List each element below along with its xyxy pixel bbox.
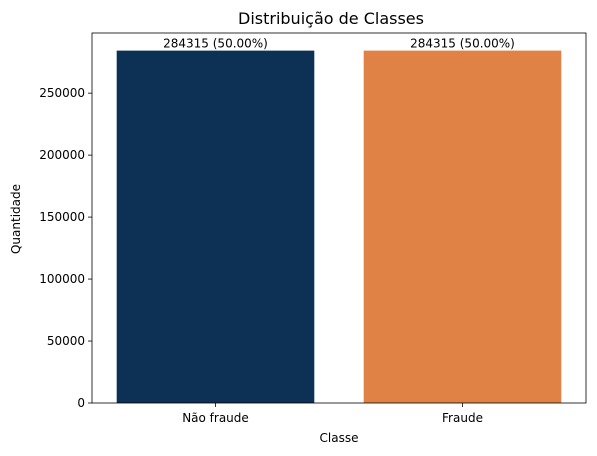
y-tick-label-6: 250000 bbox=[39, 86, 85, 100]
bar-1 bbox=[116, 50, 315, 404]
data-label-2: 284315 (50.00%) bbox=[410, 37, 515, 51]
y-tick-label-3: 100000 bbox=[39, 272, 85, 286]
y-tick-label-4: 150000 bbox=[39, 210, 85, 224]
plot-area: 284315 (50.00%) Não fraude 284315 (50.00%)… bbox=[39, 32, 587, 425]
y-tick-label-1: 0 bbox=[77, 396, 85, 410]
axes-frame bbox=[91, 32, 587, 404]
data-label-1: 284315 (50.00%) bbox=[163, 37, 268, 51]
bar-2 bbox=[363, 50, 562, 404]
y-tick-label-5: 200000 bbox=[39, 148, 85, 162]
x-axis-label: Classe bbox=[320, 431, 359, 445]
x-tick-label-1: Não fraude bbox=[182, 411, 249, 425]
chart-title: Distribuição de Classes bbox=[238, 9, 424, 28]
y-tick-label-2: 50000 bbox=[47, 334, 85, 348]
y-axis-label: Quantidade bbox=[9, 184, 23, 254]
x-tick-label-2: Fraude bbox=[442, 411, 483, 425]
